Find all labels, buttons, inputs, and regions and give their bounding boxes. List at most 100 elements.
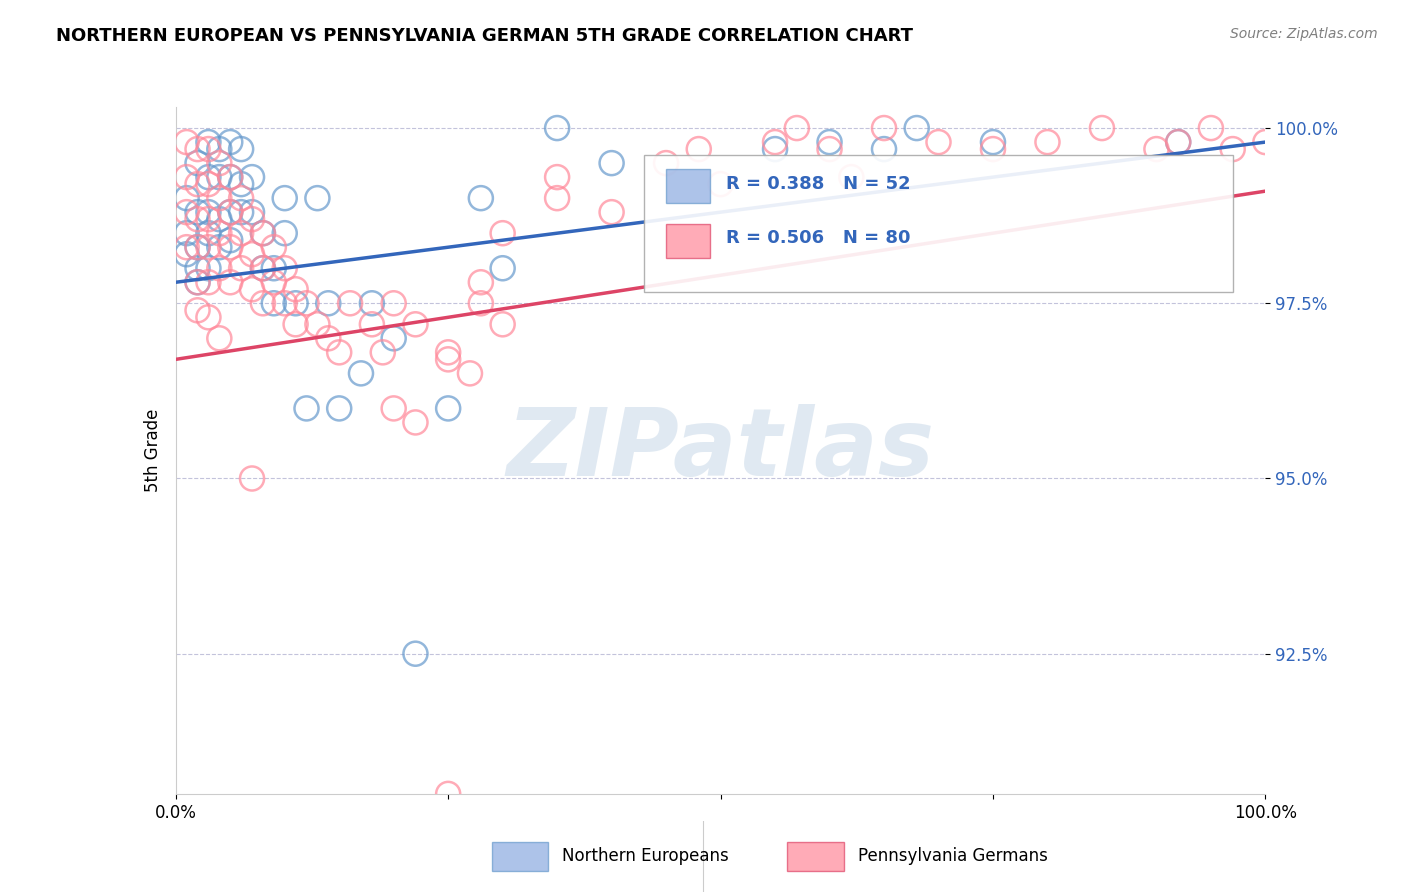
Point	[176, 240, 198, 254]
Point	[240, 170, 263, 185]
Point	[176, 191, 198, 205]
Point	[176, 226, 198, 240]
Point	[1144, 142, 1167, 156]
Point	[186, 142, 209, 156]
Point	[208, 226, 231, 240]
Point	[1091, 121, 1114, 136]
Point	[231, 191, 253, 205]
Text: Source: ZipAtlas.com: Source: ZipAtlas.com	[1230, 27, 1378, 41]
Point	[208, 261, 231, 276]
Point	[219, 205, 242, 219]
Point	[186, 261, 209, 276]
Point	[186, 275, 209, 289]
Point	[786, 121, 808, 136]
Point	[600, 156, 623, 170]
Point	[274, 261, 297, 276]
Point	[600, 205, 623, 219]
Point	[186, 156, 209, 170]
Point	[252, 261, 274, 276]
Point	[318, 331, 340, 345]
Bar	[666, 169, 710, 203]
Point	[208, 142, 231, 156]
Point	[252, 296, 274, 310]
Bar	[492, 842, 548, 871]
Point	[1167, 135, 1189, 149]
Point	[176, 247, 198, 261]
FancyBboxPatch shape	[644, 155, 1233, 293]
Point	[470, 275, 492, 289]
Point	[186, 205, 209, 219]
Point	[437, 787, 460, 801]
Point	[176, 205, 198, 219]
Text: NORTHERN EUROPEAN VS PENNSYLVANIA GERMAN 5TH GRADE CORRELATION CHART: NORTHERN EUROPEAN VS PENNSYLVANIA GERMAN…	[56, 27, 914, 45]
Point	[197, 240, 219, 254]
Point	[655, 156, 678, 170]
Point	[197, 275, 219, 289]
Point	[231, 205, 253, 219]
Point	[873, 121, 896, 136]
Point	[263, 240, 285, 254]
Point	[763, 142, 786, 156]
Point	[176, 135, 198, 149]
Point	[263, 261, 285, 276]
Point	[405, 416, 427, 430]
Point	[231, 142, 253, 156]
Point	[492, 318, 515, 332]
Point	[458, 367, 481, 381]
Point	[470, 191, 492, 205]
Point	[252, 226, 274, 240]
Point	[1254, 135, 1277, 149]
Point	[197, 310, 219, 325]
Point	[818, 135, 841, 149]
Point	[240, 205, 263, 219]
Point	[328, 345, 350, 359]
Point	[382, 331, 405, 345]
Text: R = 0.506   N = 80: R = 0.506 N = 80	[725, 228, 911, 246]
Point	[240, 212, 263, 227]
Point	[263, 275, 285, 289]
Point	[231, 177, 253, 191]
Point	[492, 226, 515, 240]
Point	[688, 142, 710, 156]
Text: Northern Europeans: Northern Europeans	[562, 847, 730, 865]
Point	[240, 282, 263, 296]
Point	[176, 170, 198, 185]
Point	[274, 296, 297, 310]
Point	[371, 345, 394, 359]
Text: ZIPatlas: ZIPatlas	[506, 404, 935, 497]
Point	[405, 318, 427, 332]
Point	[197, 135, 219, 149]
Point	[905, 121, 928, 136]
Point	[928, 135, 950, 149]
Point	[231, 226, 253, 240]
Point	[186, 212, 209, 227]
Point	[252, 226, 274, 240]
Point	[284, 318, 307, 332]
Point	[208, 212, 231, 227]
Point	[208, 156, 231, 170]
Point	[231, 261, 253, 276]
Point	[219, 205, 242, 219]
Point	[197, 212, 219, 227]
Point	[263, 296, 285, 310]
Point	[360, 318, 382, 332]
Point	[197, 226, 219, 240]
Point	[437, 345, 460, 359]
Point	[360, 296, 382, 310]
Point	[546, 170, 568, 185]
Point	[284, 282, 307, 296]
Point	[307, 191, 329, 205]
Point	[186, 275, 209, 289]
Point	[546, 121, 568, 136]
Point	[208, 191, 231, 205]
Point	[492, 261, 515, 276]
Point	[284, 296, 307, 310]
Point	[350, 367, 373, 381]
Point	[219, 135, 242, 149]
Point	[208, 331, 231, 345]
Point	[295, 401, 318, 416]
Point	[1199, 121, 1222, 136]
Point	[186, 303, 209, 318]
Point	[546, 191, 568, 205]
Point	[197, 142, 219, 156]
